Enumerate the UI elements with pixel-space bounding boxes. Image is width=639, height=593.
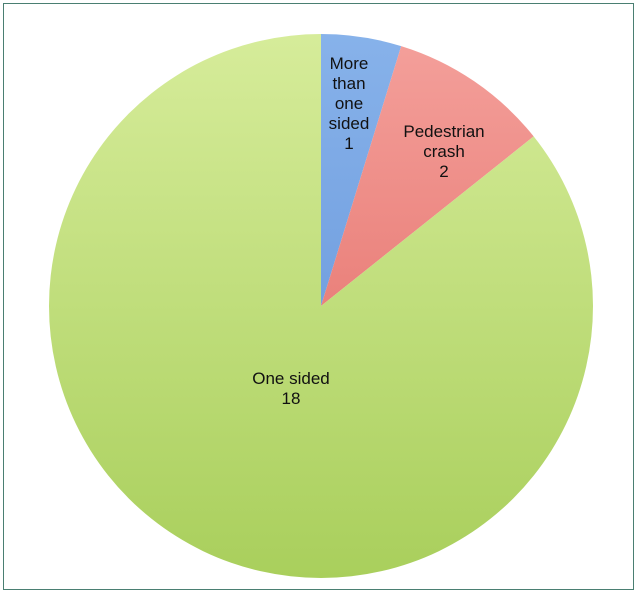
pie-slice-one-sided <box>48 34 593 578</box>
pie-slice-pedestrian-crash <box>321 46 534 306</box>
pie-labels: More than one sided 1 Pedestrian crash 2 One sid… <box>252 54 484 408</box>
slice-label-one-sided: One sided 18 <box>252 369 330 408</box>
slice-label-pedestrian-crash: Pedestrian crash 2 <box>403 122 484 181</box>
pie-slice-more-than-one-sided <box>321 34 402 306</box>
pie-slices <box>48 34 593 578</box>
chart-frame: More than one sided 1 Pedestrian crash 2 One sid… <box>3 3 634 590</box>
pie-chart: More than one sided 1 Pedestrian crash 2 One sid… <box>48 34 593 578</box>
slice-label-more-than-one-sided: More than one sided 1 <box>329 54 370 153</box>
